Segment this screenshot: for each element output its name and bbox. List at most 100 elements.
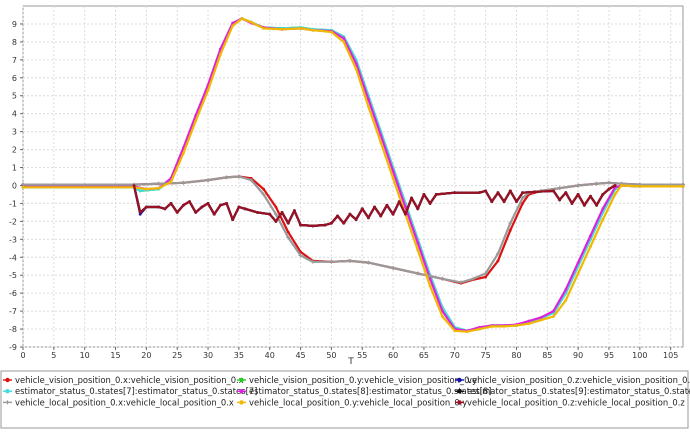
- data-point: [144, 187, 148, 191]
- data-point: [21, 185, 25, 189]
- y-tick-label: 7: [12, 56, 17, 65]
- data-point: [601, 218, 605, 221]
- legend-item: estimator_status_0.states[7]:estimator_s…: [3, 386, 257, 396]
- data-point: [428, 284, 432, 288]
- x-tick-label: 55: [357, 351, 367, 360]
- legend-item: vehicle_local_position_0.z:vehicle_local…: [455, 397, 685, 407]
- data-point: [273, 212, 278, 217]
- data-point: [582, 203, 586, 207]
- data-point: [144, 205, 148, 209]
- data-point: [293, 209, 296, 213]
- legend-label: vehicle_vision_position_0.z:vehicle_visi…: [467, 375, 690, 385]
- y-tick-label: -1: [9, 199, 17, 208]
- data-point: [558, 198, 562, 202]
- data-point: [342, 40, 346, 44]
- y-tick-label: 1: [12, 164, 17, 173]
- legend-label: estimator_status_0.states[9]:estimator_s…: [467, 386, 690, 396]
- legend-item: estimator_status_0.states[8]:estimator_s…: [237, 386, 491, 396]
- legend-label: vehicle_vision_position_0.y:vehicle_visi…: [249, 375, 477, 385]
- data-point: [243, 207, 247, 211]
- data-point: [385, 203, 389, 207]
- y-tick-label: 5: [12, 92, 17, 101]
- data-point: [471, 276, 476, 281]
- data-point: [373, 205, 376, 209]
- legend-swatch-marker: [5, 400, 10, 405]
- data-point: [391, 212, 395, 216]
- data-point: [366, 260, 371, 265]
- data-point: [218, 53, 222, 56]
- data-point: [416, 241, 420, 245]
- data-point: [564, 191, 568, 195]
- data-point: [416, 207, 420, 211]
- legend-swatch-marker: [457, 400, 462, 405]
- data-point: [194, 210, 198, 214]
- data-point: [441, 315, 444, 318]
- data-point: [502, 324, 506, 328]
- data-point: [576, 193, 580, 196]
- data-point: [379, 141, 383, 144]
- y-tick-label: -9: [9, 343, 17, 352]
- x-tick-label: 75: [481, 351, 491, 360]
- data-point: [440, 276, 445, 281]
- data-point: [564, 288, 568, 291]
- x-tick-label: 30: [203, 351, 213, 360]
- legend-box: [0, 370, 689, 429]
- data-point: [428, 277, 432, 281]
- legend: vehicle_vision_position_0.x:vehicle_visi…: [0, 370, 690, 429]
- data-point: [225, 202, 228, 205]
- data-point: [397, 200, 401, 204]
- data-point: [200, 205, 204, 209]
- data-point: [206, 88, 210, 92]
- x-tick-label: 50: [326, 351, 336, 360]
- x-tick-label: 25: [172, 351, 182, 360]
- legend-item: vehicle_vision_position_0.x:vehicle_visi…: [3, 375, 244, 385]
- data-point: [330, 30, 333, 34]
- data-point: [521, 202, 525, 205]
- x-tick-label: 65: [419, 351, 429, 360]
- legend-item: estimator_status_0.states[9]:estimator_s…: [455, 386, 690, 396]
- data-point: [391, 176, 395, 180]
- data-point: [483, 271, 488, 276]
- x-tick-label: 0: [20, 351, 25, 360]
- data-point: [502, 200, 506, 204]
- data-point: [329, 259, 334, 264]
- data-point: [527, 322, 531, 326]
- data-point: [441, 309, 444, 313]
- data-point: [218, 47, 222, 51]
- data-point: [416, 248, 420, 252]
- data-point: [490, 324, 494, 328]
- y-tick-label: -2: [9, 217, 17, 226]
- data-point: [379, 214, 383, 218]
- data-point: [681, 184, 685, 188]
- x-tick-label: 85: [542, 351, 552, 360]
- data-point: [274, 205, 278, 209]
- data-point: [552, 309, 555, 313]
- x-tick-label: 5: [51, 351, 56, 360]
- data-point: [286, 221, 290, 225]
- legend-swatch-marker: [5, 389, 10, 394]
- data-point: [280, 210, 284, 214]
- data-point: [286, 235, 291, 240]
- x-tick-label: 35: [234, 351, 244, 360]
- legend-item: vehicle_local_position_0.y:vehicle_local…: [237, 397, 467, 407]
- data-point: [157, 186, 161, 190]
- data-point: [132, 184, 136, 187]
- data-point: [311, 28, 315, 32]
- data-point: [354, 62, 358, 65]
- data-point: [576, 272, 580, 275]
- data-point: [231, 218, 235, 221]
- data-point: [360, 207, 364, 211]
- data-point: [601, 207, 605, 211]
- data-point: [490, 200, 494, 204]
- data-point: [367, 97, 370, 101]
- data-point: [286, 230, 290, 234]
- x-tick-label: 60: [388, 351, 398, 360]
- x-tick-label: 70: [450, 351, 460, 360]
- x-tick-label: 45: [295, 351, 305, 360]
- data-point: [496, 259, 500, 263]
- data-point: [181, 151, 185, 155]
- data-point: [576, 261, 580, 265]
- data-point: [336, 214, 339, 218]
- data-point: [410, 196, 413, 200]
